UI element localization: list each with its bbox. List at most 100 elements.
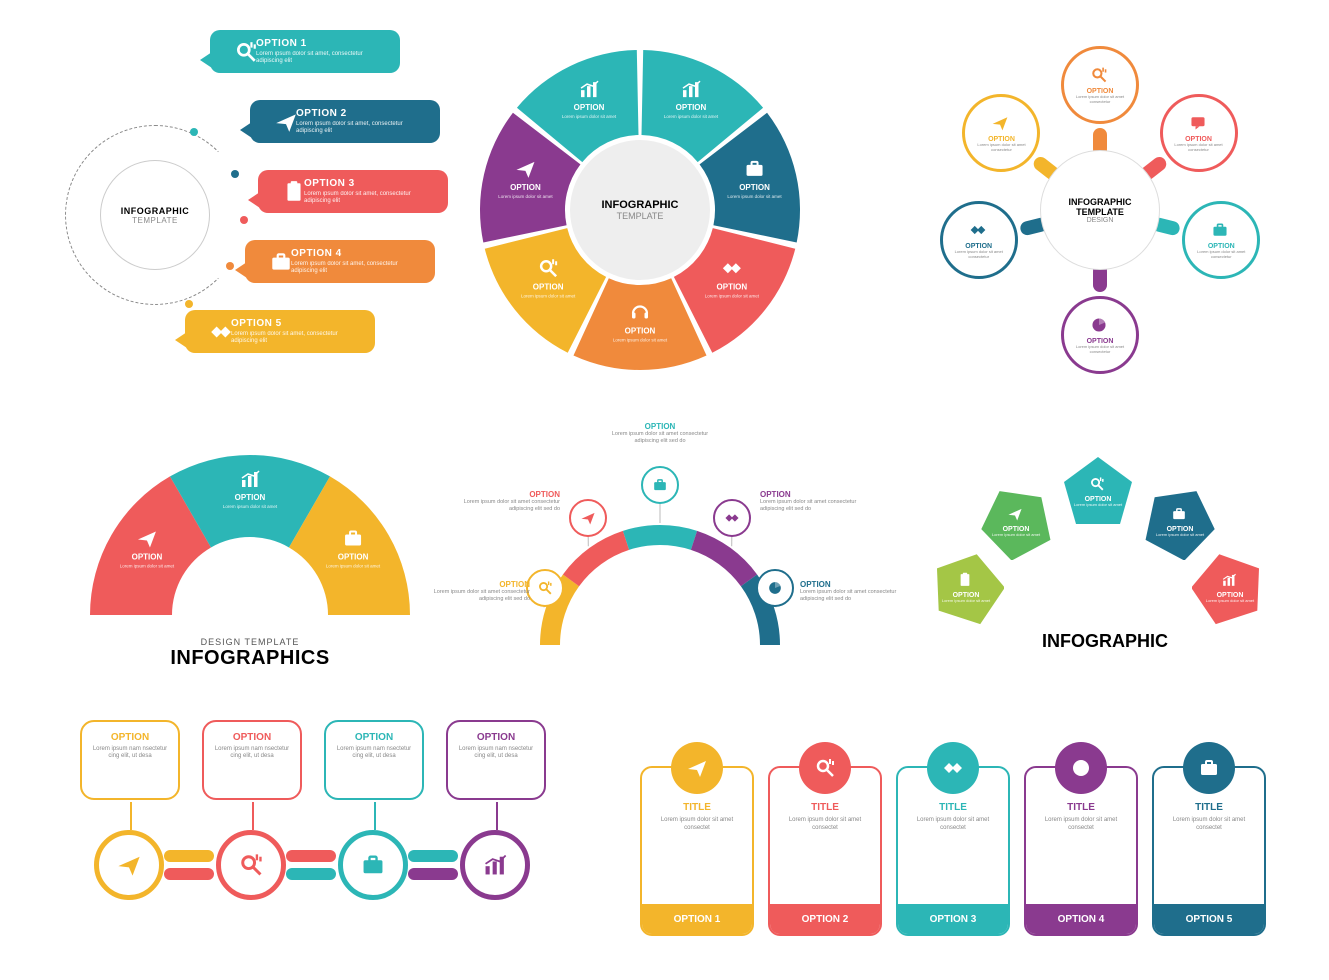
option-bubble-2: OPTION 2Lorem ipsum dolor sit amet, cons… xyxy=(250,100,440,143)
timeline-stem xyxy=(496,802,498,830)
node-label: OPTION xyxy=(420,580,530,589)
card-icon-circle xyxy=(927,742,979,794)
arc-segment-3 xyxy=(623,525,697,550)
pie-icon xyxy=(767,580,783,596)
segment-label: OPTION xyxy=(235,493,266,502)
card-icon-circle xyxy=(1183,742,1235,794)
search-icon xyxy=(1090,66,1110,86)
clipboard-icon xyxy=(270,180,294,204)
infographic-timeline-4: OPTION Lorem ipsum nam nsectetur cing eli… xyxy=(80,720,580,950)
orbit-dot xyxy=(226,262,234,270)
timeline-box-4: OPTIONLorem ipsum nam nsectetur cing eli… xyxy=(446,720,546,800)
timeline-box-2: OPTIONLorem ipsum nam nsectetur cing eli… xyxy=(202,720,302,800)
infographic-radial-7: INFOGRAPHIC TEMPLATE DESIGN OPTIONLorem … xyxy=(920,30,1280,390)
segment-label: OPTION xyxy=(574,103,605,112)
box-label: OPTION xyxy=(336,732,412,743)
timeline-circle-3 xyxy=(338,830,408,900)
chart-icon xyxy=(1221,572,1239,590)
option-label: OPTION 2 xyxy=(296,108,430,119)
pentagon-5: OPTIONLorem ipsum dolor sit amet xyxy=(1192,550,1268,626)
card-desc: Lorem ipsum dolor sit amet consectet xyxy=(1036,817,1126,832)
radial-title2: TEMPLATE xyxy=(1076,207,1124,217)
arc-node-2 xyxy=(569,499,607,537)
bubble-tail xyxy=(248,192,260,208)
node-desc: Lorem ipsum dolor sit amet consectetur xyxy=(965,143,1037,152)
bubble-tail xyxy=(175,332,187,348)
timeline-stem xyxy=(130,802,132,830)
node-desc: Lorem ipsum dolor sit amet consectetur xyxy=(1064,95,1136,104)
box-label: OPTION xyxy=(214,732,290,743)
timeline-link xyxy=(286,850,336,862)
option-bubble-1: OPTION 1Lorem ipsum dolor sit amet, cons… xyxy=(210,30,400,73)
radial-node-6: OPTIONLorem ipsum dolor sit amet consect… xyxy=(962,94,1040,172)
infographic-speech-bubbles: INFOGRAPHIC TEMPLATE OPTION 1Lorem ipsum… xyxy=(80,30,400,390)
option-bubble-4: OPTION 4 Lorem ipsum dolor sit amet, cons… xyxy=(245,240,435,283)
donut-subtitle: TEMPLATE xyxy=(617,211,664,221)
card-icon-circle xyxy=(671,742,723,794)
node-desc: Lorem ipsum dolor sit amet consectetur xyxy=(1064,345,1136,354)
handshake-icon xyxy=(724,510,740,526)
handshake-icon xyxy=(942,757,964,779)
segment-desc: Lorem ipsum dolor sit amet xyxy=(613,338,668,343)
segment-desc: Lorem ipsum dolor sit amet xyxy=(562,114,617,119)
pent-desc: Lorem ipsum dolor sit amet xyxy=(1066,503,1130,507)
pent-desc: Lorem ipsum dolor sit amet xyxy=(1148,533,1212,537)
option-label: OPTION 3 xyxy=(304,178,438,189)
arc-node-text: OPTIONLorem ipsum dolor sit amet consect… xyxy=(800,580,910,602)
pent-desc: Lorem ipsum dolor sit amet xyxy=(984,533,1048,537)
node-desc: Lorem ipsum dolor sit amet consectetur xyxy=(1163,143,1235,152)
pent-desc: Lorem ipsum dolor sit amet xyxy=(1198,599,1262,603)
infographic-cards-5: TITLELorem ipsum dolor sit amet consecte… xyxy=(640,740,1290,950)
option-label: OPTION 5 xyxy=(231,318,365,329)
card-desc: Lorem ipsum dolor sit amet consectet xyxy=(908,817,998,832)
pie-icon xyxy=(1090,316,1110,336)
node-desc: Lorem ipsum dolor sit amet consectetur xyxy=(1185,250,1257,259)
segment-label: OPTION xyxy=(510,183,541,192)
segment-label: OPTION xyxy=(625,327,656,336)
segment-label: OPTION xyxy=(739,183,770,192)
radial-center: INFOGRAPHIC TEMPLATE DESIGN xyxy=(1040,150,1160,270)
donut-center: INFOGRAPHIC TEMPLATE xyxy=(570,140,710,280)
title-big: INFOGRAPHICS xyxy=(170,647,329,670)
pentagon-2: OPTIONLorem ipsum dolor sit amet xyxy=(978,484,1054,560)
segment-desc: Lorem ipsum dolor sit amet xyxy=(705,293,760,298)
timeline-box-1: OPTIONLorem ipsum nam nsectetur cing eli… xyxy=(80,720,180,800)
radial-node-3: OPTIONLorem ipsum dolor sit amet consect… xyxy=(1182,201,1260,279)
center-subtitle: TEMPLATE xyxy=(132,216,178,225)
briefcase-icon xyxy=(1211,221,1231,241)
segment-label: OPTION xyxy=(717,282,748,291)
box-desc: Lorem ipsum nam nsectetur cing elit, ut … xyxy=(458,746,534,760)
option-desc: Lorem ipsum dolor sit amet, consectetur … xyxy=(304,191,438,205)
radial-title3: DESIGN xyxy=(1087,217,1114,224)
card-desc: Lorem ipsum dolor sit amet consectet xyxy=(780,817,870,832)
card-desc: Lorem ipsum dolor sit amet consectet xyxy=(1164,817,1254,832)
option-desc: Lorem ipsum dolor sit amet, consectetur … xyxy=(291,261,425,275)
node-label: OPTION xyxy=(450,490,560,499)
arc-node-text: OPTIONLorem ipsum dolor sit amet consect… xyxy=(420,580,530,602)
donut-title: INFOGRAPHIC xyxy=(602,199,679,211)
chart-icon xyxy=(482,852,508,878)
option-desc: Lorem ipsum dolor sit amet, consectetur … xyxy=(231,331,365,345)
bubble-tail xyxy=(240,122,252,138)
radial-node-2: OPTIONLorem ipsum dolor sit amet consect… xyxy=(1160,94,1238,172)
arc-node-4 xyxy=(713,499,751,537)
box-label: OPTION xyxy=(92,732,168,743)
infographic-donut-7: OPTION Lorem ipsum dolor sit amet OPTION Lo… xyxy=(470,40,810,380)
clipboard-icon xyxy=(957,572,975,590)
node-desc: Lorem ipsum dolor sit amet consectetur a… xyxy=(800,589,910,602)
pentagon-3: OPTIONLorem ipsum dolor sit amet xyxy=(1060,454,1136,530)
timeline-link xyxy=(164,850,214,862)
orbit-dot xyxy=(231,170,239,178)
infographic-pentagon-arc: OPTIONLorem ipsum dolor sit ametOPTIONLo… xyxy=(920,440,1290,660)
node-desc: Lorem ipsum dolor sit amet consectetur a… xyxy=(420,589,530,602)
timeline-circle-2 xyxy=(216,830,286,900)
card-4: TITLELorem ipsum dolor sit amet consecte… xyxy=(1024,766,1138,936)
node-label: OPTION xyxy=(605,422,715,431)
option-label: OPTION 4 xyxy=(291,248,425,259)
plane-icon xyxy=(686,757,708,779)
segment-label: OPTION xyxy=(676,103,707,112)
option-label: OPTION 1 xyxy=(256,38,390,49)
segment-desc: Lorem ipsum dolor sit amet xyxy=(727,194,782,199)
search-icon xyxy=(537,580,553,596)
card-1: TITLELorem ipsum dolor sit amet consecte… xyxy=(640,766,754,936)
